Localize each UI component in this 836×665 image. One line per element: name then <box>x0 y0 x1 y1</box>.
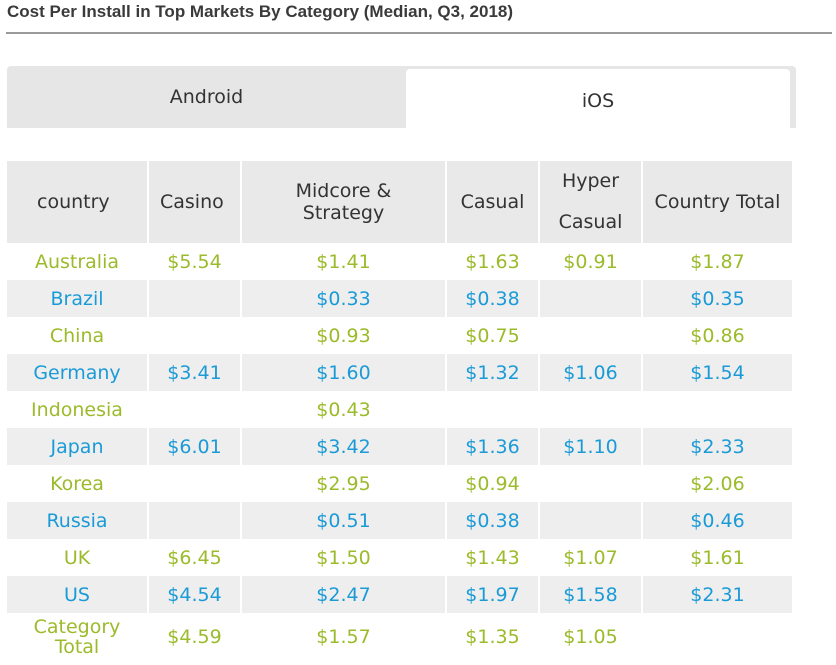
cell-hyper-casual: $1.58 <box>539 576 643 613</box>
table-row: UK $6.45 $1.50 $1.43 $1.07 $1.61 <box>7 539 794 576</box>
cell-casual: $0.38 <box>446 280 540 317</box>
cell-hyper-casual <box>539 317 643 354</box>
cell-hyper-casual: $1.06 <box>539 354 643 391</box>
cell-casino: $4.54 <box>148 576 242 613</box>
cell-midcore-strategy: $1.41 <box>241 243 447 280</box>
table-row: Japan $6.01 $3.42 $1.36 $1.10 $2.33 <box>7 428 794 465</box>
category-total-label-line2: Total <box>54 636 100 658</box>
cell-category-total-label: Category Total <box>7 613 149 661</box>
cell-midcore-strategy: $1.60 <box>241 354 447 391</box>
cell-country: Russia <box>7 502 149 539</box>
table-row: China $0.93 $0.75 $0.86 <box>7 317 794 354</box>
cell-midcore-strategy: $0.51 <box>241 502 447 539</box>
table-row: Indonesia $0.43 <box>7 391 794 428</box>
cell-country-total <box>642 613 794 661</box>
header-midcore-line1: Midcore & <box>295 180 392 202</box>
table-body: Australia $5.54 $1.41 $1.63 $0.91 $1.87 Brazil… <box>7 243 794 661</box>
cell-hyper-casual: $1.10 <box>539 428 643 465</box>
cell-casual <box>446 391 540 428</box>
cell-country-total: $2.33 <box>642 428 794 465</box>
cell-country-total <box>642 391 794 428</box>
cell-midcore-strategy: $3.42 <box>241 428 447 465</box>
cell-country: China <box>7 317 149 354</box>
table-row: Germany $3.41 $1.60 $1.32 $1.06 $1.54 <box>7 354 794 391</box>
cell-country-total: $2.06 <box>642 465 794 502</box>
cell-hyper-casual: $0.91 <box>539 243 643 280</box>
cell-casual: $1.35 <box>446 613 540 661</box>
header-country-total: Country Total <box>642 161 794 243</box>
cell-casino <box>148 280 242 317</box>
cell-country: Brazil <box>7 280 149 317</box>
cell-midcore-strategy: $2.47 <box>241 576 447 613</box>
header-midcore-strategy: Midcore & Strategy <box>241 161 447 243</box>
platform-tab-bar: Android iOS <box>7 66 796 133</box>
cell-hyper-casual: $1.05 <box>539 613 643 661</box>
cell-casual: $1.97 <box>446 576 540 613</box>
header-country: country <box>7 161 149 243</box>
cell-casual: $0.38 <box>446 502 540 539</box>
cell-midcore-strategy: $0.43 <box>241 391 447 428</box>
header-casual: Casual <box>446 161 540 243</box>
header-casino: Casino <box>148 161 242 243</box>
tab-ios[interactable]: iOS <box>406 69 790 133</box>
cell-casino: $5.54 <box>148 243 242 280</box>
table-row: Brazil $0.33 $0.38 $0.35 <box>7 280 794 317</box>
cell-country: UK <box>7 539 149 576</box>
cell-midcore-strategy: $1.57 <box>241 613 447 661</box>
table-row: US $4.54 $2.47 $1.97 $1.58 $2.31 <box>7 576 794 613</box>
cell-hyper-casual <box>539 465 643 502</box>
table-header-row: country Casino Midcore & Strategy Casual… <box>7 161 794 243</box>
cell-country-total: $2.31 <box>642 576 794 613</box>
cell-casual: $0.75 <box>446 317 540 354</box>
cell-country: US <box>7 576 149 613</box>
cell-country: Australia <box>7 243 149 280</box>
title-divider <box>6 32 832 34</box>
cell-casino: $6.45 <box>148 539 242 576</box>
table-row: Korea $2.95 $0.94 $2.06 <box>7 465 794 502</box>
cell-casino <box>148 502 242 539</box>
cell-country-total: $1.61 <box>642 539 794 576</box>
cell-midcore-strategy: $1.50 <box>241 539 447 576</box>
category-total-row: Category Total $4.59 $1.57 $1.35 $1.05 <box>7 613 794 661</box>
cell-country: Japan <box>7 428 149 465</box>
header-hyper-line2: Casual <box>558 211 623 233</box>
cell-casino: $3.41 <box>148 354 242 391</box>
cell-country: Indonesia <box>7 391 149 428</box>
cell-midcore-strategy: $2.95 <box>241 465 447 502</box>
cell-country-total: $1.87 <box>642 243 794 280</box>
tab-android[interactable]: Android <box>169 86 244 108</box>
cell-casual: $1.43 <box>446 539 540 576</box>
cell-hyper-casual <box>539 280 643 317</box>
cell-casino: $6.01 <box>148 428 242 465</box>
cell-casual: $1.32 <box>446 354 540 391</box>
cell-country-total: $0.35 <box>642 280 794 317</box>
header-hyper-line1: Hyper <box>561 170 620 192</box>
table-row: Australia $5.54 $1.41 $1.63 $0.91 $1.87 <box>7 243 794 280</box>
header-midcore-line2: Strategy <box>302 202 385 224</box>
cell-casino <box>148 317 242 354</box>
cell-casino <box>148 465 242 502</box>
table-row: Russia $0.51 $0.38 $0.46 <box>7 502 794 539</box>
cell-country-total: $1.54 <box>642 354 794 391</box>
cell-casino: $4.59 <box>148 613 242 661</box>
cell-casual: $1.36 <box>446 428 540 465</box>
cell-midcore-strategy: $0.33 <box>241 280 447 317</box>
cell-casino <box>148 391 242 428</box>
cell-country-total: $0.46 <box>642 502 794 539</box>
cell-country: Korea <box>7 465 149 502</box>
cell-casual: $1.63 <box>446 243 540 280</box>
cpi-table: country Casino Midcore & Strategy Casual… <box>7 161 794 661</box>
cell-hyper-casual: $1.07 <box>539 539 643 576</box>
cell-midcore-strategy: $0.93 <box>241 317 447 354</box>
header-hyper-casual: Hyper Casual <box>539 161 643 243</box>
category-total-label-line1: Category <box>33 616 121 638</box>
cell-casual: $0.94 <box>446 465 540 502</box>
page-title: Cost Per Install in Top Markets By Categ… <box>7 2 514 21</box>
cell-hyper-casual <box>539 391 643 428</box>
cell-country-total: $0.86 <box>642 317 794 354</box>
cell-country: Germany <box>7 354 149 391</box>
cell-hyper-casual <box>539 502 643 539</box>
